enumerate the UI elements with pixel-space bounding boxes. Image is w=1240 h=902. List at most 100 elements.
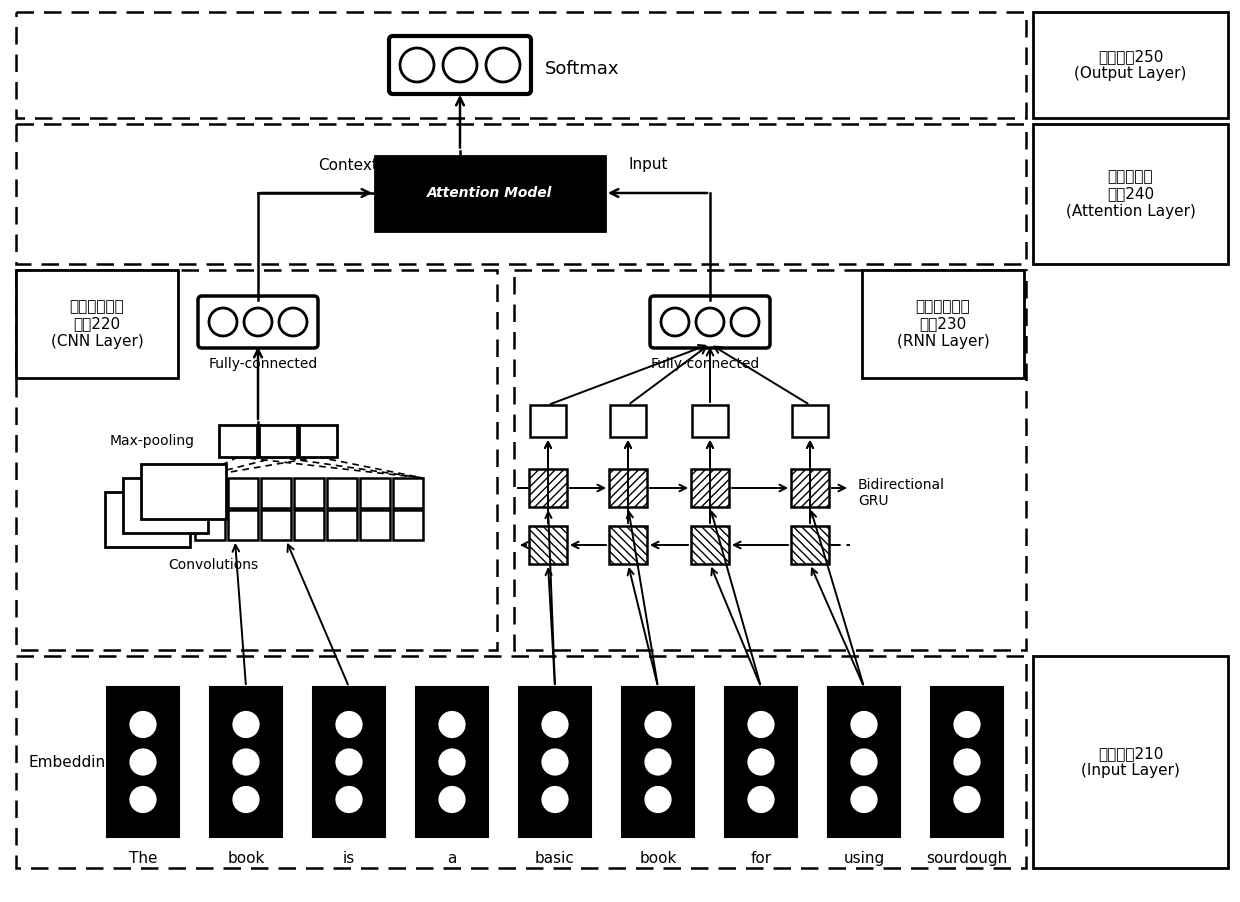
Bar: [529, 405, 565, 437]
Text: Context: Context: [319, 158, 378, 172]
Text: 注意力模型
模块240
(Attention Layer): 注意力模型 模块240 (Attention Layer): [1065, 169, 1195, 219]
Text: for: for: [750, 851, 771, 866]
FancyBboxPatch shape: [198, 296, 317, 348]
Text: Softmax: Softmax: [546, 60, 620, 78]
Bar: [299, 425, 337, 457]
Circle shape: [486, 48, 520, 82]
Circle shape: [334, 747, 365, 777]
Bar: [610, 405, 646, 437]
Circle shape: [952, 710, 982, 740]
Bar: [415, 687, 489, 837]
Circle shape: [436, 710, 467, 740]
Bar: [691, 469, 729, 507]
Circle shape: [849, 785, 879, 815]
Text: Input: Input: [629, 158, 668, 172]
Bar: [360, 510, 391, 540]
Circle shape: [128, 710, 157, 740]
Circle shape: [732, 308, 759, 336]
Circle shape: [746, 710, 776, 740]
Text: is: is: [343, 851, 355, 866]
Bar: [529, 469, 567, 507]
Text: Convolutions: Convolutions: [167, 558, 258, 572]
Text: using: using: [843, 851, 884, 866]
Circle shape: [128, 747, 157, 777]
Bar: [792, 405, 828, 437]
Circle shape: [696, 308, 724, 336]
Bar: [228, 510, 258, 540]
Bar: [228, 478, 258, 508]
Bar: [123, 478, 208, 533]
Bar: [312, 687, 384, 837]
Bar: [692, 405, 728, 437]
Bar: [609, 469, 647, 507]
Circle shape: [746, 747, 776, 777]
Text: Max-pooling: Max-pooling: [110, 434, 195, 448]
Bar: [791, 469, 830, 507]
Bar: [529, 526, 567, 564]
Circle shape: [952, 747, 982, 777]
Bar: [260, 478, 291, 508]
Circle shape: [210, 308, 237, 336]
Bar: [195, 478, 224, 508]
Text: Fully-connected: Fully-connected: [208, 357, 317, 371]
Bar: [294, 510, 324, 540]
Circle shape: [436, 747, 467, 777]
Circle shape: [231, 785, 260, 815]
Bar: [374, 155, 605, 231]
Bar: [16, 12, 1025, 118]
Circle shape: [849, 710, 879, 740]
Bar: [931, 687, 1003, 837]
Circle shape: [231, 710, 260, 740]
Circle shape: [539, 710, 570, 740]
Bar: [195, 510, 224, 540]
Bar: [691, 526, 729, 564]
Bar: [327, 510, 357, 540]
Text: Attention Model: Attention Model: [428, 186, 553, 200]
Circle shape: [644, 747, 673, 777]
Bar: [16, 656, 1025, 868]
Bar: [16, 270, 179, 378]
Circle shape: [539, 785, 570, 815]
Circle shape: [443, 48, 477, 82]
Circle shape: [661, 308, 689, 336]
Circle shape: [401, 48, 434, 82]
FancyBboxPatch shape: [389, 36, 531, 94]
Bar: [294, 478, 324, 508]
Bar: [219, 425, 257, 457]
Circle shape: [849, 747, 879, 777]
Bar: [360, 478, 391, 508]
Text: 卷积神经网络
模块220
(CNN Layer): 卷积神经网络 模块220 (CNN Layer): [51, 299, 144, 349]
Bar: [791, 526, 830, 564]
Bar: [393, 510, 423, 540]
Circle shape: [952, 785, 982, 815]
Bar: [105, 492, 190, 547]
Bar: [141, 464, 226, 519]
Circle shape: [279, 308, 308, 336]
FancyBboxPatch shape: [650, 296, 770, 348]
Circle shape: [128, 785, 157, 815]
Circle shape: [539, 747, 570, 777]
Text: 循环神经网络
模块230
(RNN Layer): 循环神经网络 模块230 (RNN Layer): [897, 299, 990, 349]
Bar: [16, 124, 1025, 264]
Text: Fully-connected: Fully-connected: [650, 357, 760, 371]
Bar: [393, 478, 423, 508]
Text: 输入模块210
(Input Layer): 输入模块210 (Input Layer): [1081, 746, 1180, 778]
Bar: [107, 687, 179, 837]
Bar: [1033, 12, 1228, 118]
Text: Embedding: Embedding: [29, 754, 115, 769]
Text: The: The: [129, 851, 157, 866]
Circle shape: [231, 747, 260, 777]
Bar: [260, 510, 291, 540]
Text: 输出模块250
(Output Layer): 输出模块250 (Output Layer): [1074, 49, 1187, 81]
Circle shape: [644, 710, 673, 740]
Text: sourdough: sourdough: [926, 851, 1008, 866]
Bar: [1033, 124, 1228, 264]
Circle shape: [334, 785, 365, 815]
Bar: [622, 687, 694, 837]
Circle shape: [644, 785, 673, 815]
Text: a: a: [448, 851, 456, 866]
Bar: [725, 687, 797, 837]
Bar: [862, 270, 1024, 378]
Circle shape: [244, 308, 272, 336]
Text: book: book: [227, 851, 264, 866]
